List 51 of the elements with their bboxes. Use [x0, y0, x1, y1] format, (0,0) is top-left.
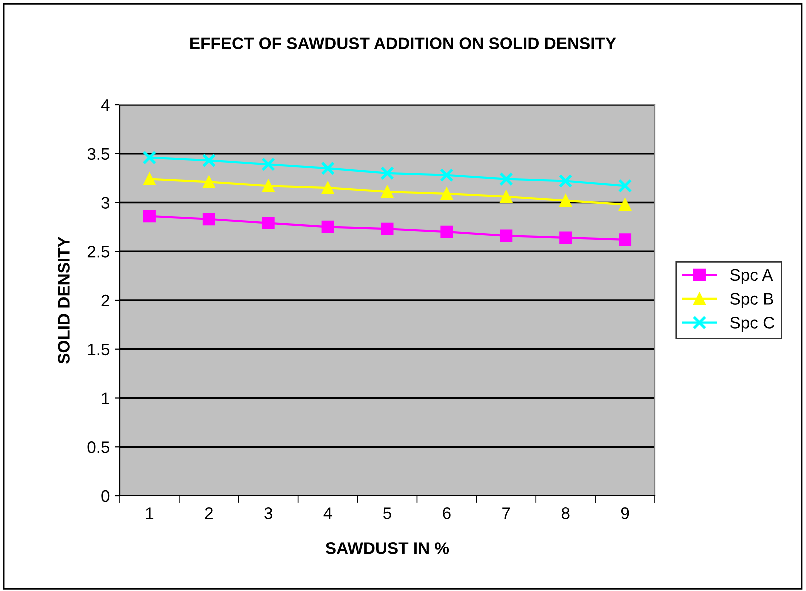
x-tick-label: 4 [324, 508, 332, 520]
point [619, 234, 632, 246]
chart-title: EFFECT OF SAWDUST ADDITION ON SOLID DENSITY [190, 38, 616, 50]
point [380, 166, 394, 180]
x-tick-label: 8 [562, 508, 570, 520]
point [381, 222, 394, 236]
y-tick-label: 3.5 [88, 148, 110, 160]
point [440, 188, 454, 200]
x-tick-label: 7 [502, 508, 510, 520]
point [262, 180, 275, 192]
x-tick-label: 9 [621, 508, 630, 520]
point [500, 230, 513, 242]
point [322, 182, 334, 194]
x-tick-label: 6 [443, 508, 451, 520]
y-tick-label: 2.5 [88, 246, 110, 258]
point [440, 226, 454, 238]
point [262, 217, 275, 230]
x-tick-label: 5 [384, 508, 392, 520]
y-tick-label: 0.5 [88, 442, 110, 454]
point [262, 158, 276, 172]
x-tick-label: 2 [205, 508, 213, 520]
legend-label: Spc C [730, 317, 774, 332]
point [321, 162, 335, 176]
point [560, 194, 572, 208]
legend-label: Spc A [730, 269, 774, 284]
legend-label: Spc B [730, 293, 774, 308]
point [322, 220, 334, 234]
x-axis-title: SAWDUST IN % [326, 542, 450, 554]
point [202, 154, 216, 168]
point [143, 210, 156, 223]
point [619, 198, 632, 211]
y-tick-label: 2 [102, 294, 110, 307]
y-tick-label: 1.5 [88, 344, 110, 356]
x-tick-label: 1 [146, 508, 154, 520]
point [142, 150, 157, 165]
point [558, 174, 573, 188]
point [560, 232, 572, 244]
y-axis-title: SOLID DENSITY [58, 236, 70, 364]
y-tick-label: 1 [102, 392, 110, 404]
point [440, 168, 454, 182]
point [381, 186, 394, 198]
y-tick-label: 3 [102, 197, 110, 209]
point [499, 172, 514, 186]
point [202, 213, 216, 226]
point [202, 176, 216, 188]
point [143, 173, 156, 186]
y-tick-label: 4 [101, 100, 110, 112]
y-tick-label: 0 [102, 490, 110, 502]
x-tick-label: 3 [264, 508, 273, 520]
point [500, 190, 513, 204]
point [618, 179, 632, 194]
